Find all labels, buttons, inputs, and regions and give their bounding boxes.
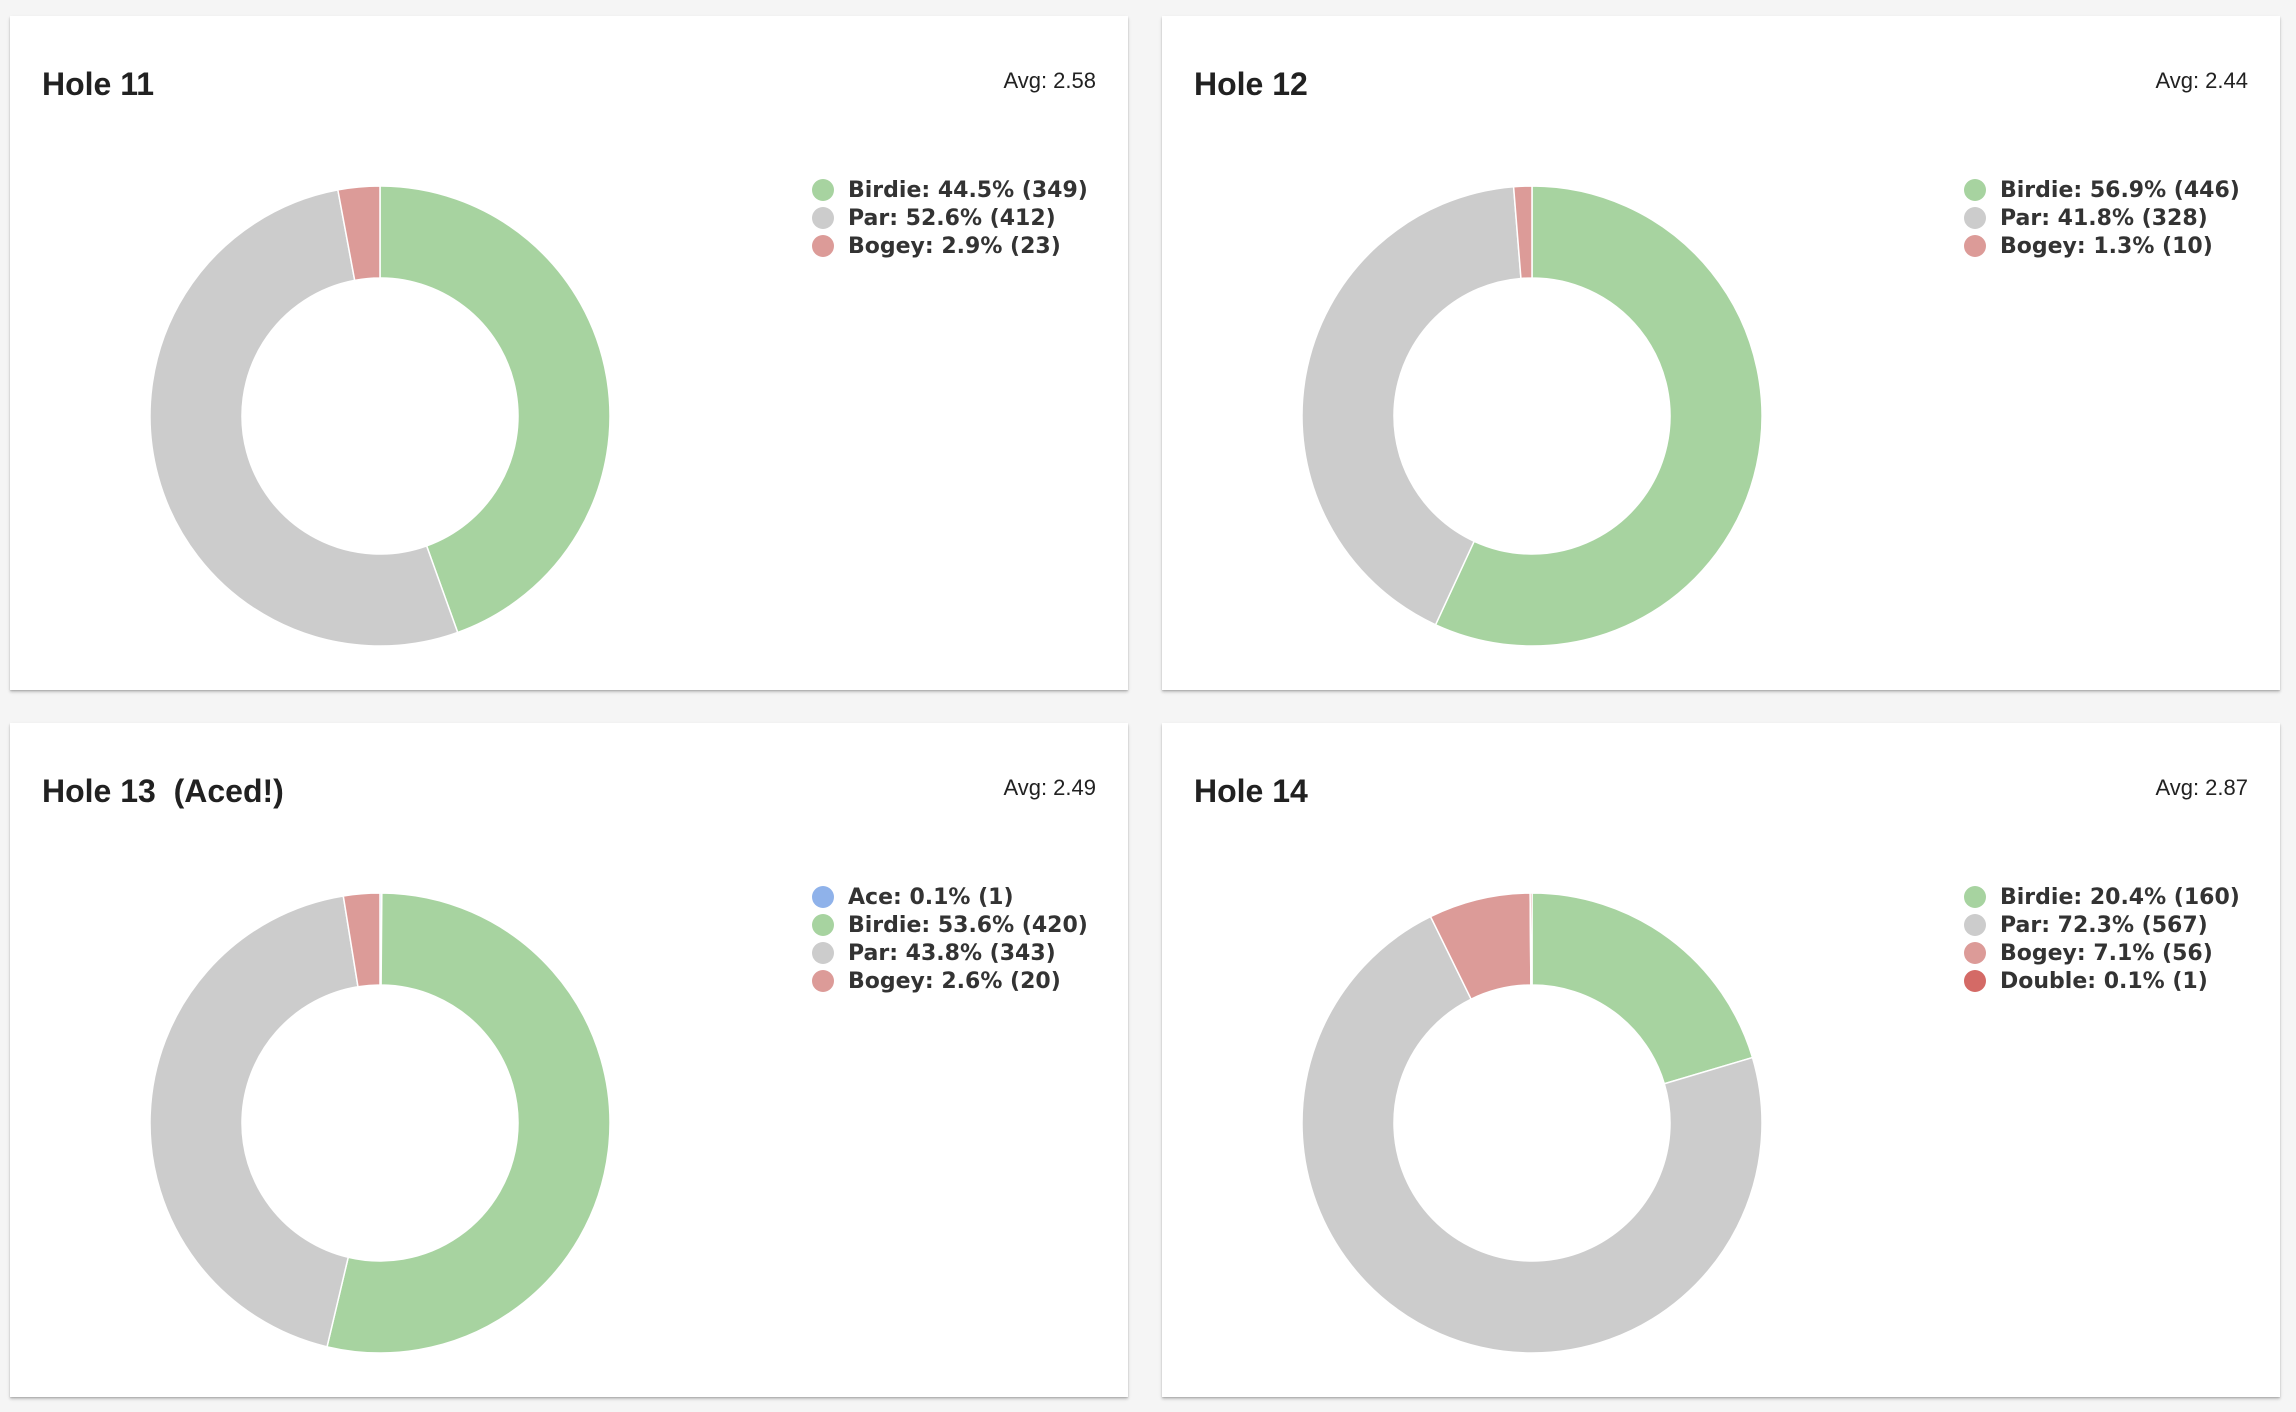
legend-swatch (1964, 970, 1986, 992)
legend-label: Par: 43.8% (343) (848, 940, 1056, 966)
donut-slice-par (1301, 915, 1763, 1354)
legend-item-double: Double: 0.1% (1) (1964, 967, 2240, 995)
donut-chart (149, 185, 611, 647)
donut-slice-birdie (1434, 185, 1763, 647)
donut-slice-par (149, 895, 359, 1348)
legend-label: Birdie: 53.6% (420) (848, 912, 1088, 938)
chart-legend: Birdie: 20.4% (160) Par: 72.3% (567) Bogey… (1964, 883, 2240, 995)
legend-item-bogey: Bogey: 1.3% (10) (1964, 232, 2240, 260)
legend-label: Birdie: 20.4% (160) (2000, 884, 2240, 910)
legend-label: Par: 52.6% (412) (848, 205, 1056, 231)
donut-slice-birdie (379, 185, 611, 634)
chart-legend: Birdie: 44.5% (349) Par: 52.6% (412) Bogey… (812, 176, 1088, 260)
donut-chart (149, 892, 611, 1354)
donut-slice-birdie (1531, 892, 1754, 1085)
donut-slice-birdie (326, 892, 611, 1354)
legend-item-birdie: Birdie: 20.4% (160) (1964, 883, 2240, 911)
legend-item-par: Par: 43.8% (343) (812, 939, 1088, 967)
legend-swatch (812, 886, 834, 908)
legend-label: Par: 41.8% (328) (2000, 205, 2208, 231)
hole-title: Hole 13 (Aced!) (42, 773, 284, 809)
legend-item-birdie: Birdie: 44.5% (349) (812, 176, 1088, 204)
hole-card: Hole 13 (Aced!) Avg: 2.49 Ace: 0.1% (1) B… (10, 723, 1128, 1397)
legend-swatch (1964, 235, 1986, 257)
legend-item-bogey: Bogey: 7.1% (56) (1964, 939, 2240, 967)
donut-chart (1301, 185, 1763, 647)
donut-slice-double (1529, 892, 1533, 986)
legend-swatch (812, 914, 834, 936)
legend-swatch (1964, 914, 1986, 936)
legend-item-birdie: Birdie: 56.9% (446) (1964, 176, 2240, 204)
legend-swatch (812, 235, 834, 257)
legend-swatch (1964, 942, 1986, 964)
legend-swatch (1964, 207, 1986, 229)
donut-chart (1301, 892, 1763, 1354)
legend-swatch (1964, 886, 1986, 908)
legend-swatch (812, 970, 834, 992)
legend-item-par: Par: 72.3% (567) (1964, 911, 2240, 939)
legend-swatch (812, 942, 834, 964)
chart-legend: Ace: 0.1% (1) Birdie: 53.6% (420) Par: 43.… (812, 883, 1088, 995)
legend-label: Par: 72.3% (567) (2000, 912, 2208, 938)
donut-slice-bogey (1512, 185, 1533, 280)
hole-card: Hole 14 Avg: 2.87 Birdie: 20.4% (160) Par… (1162, 723, 2280, 1397)
legend-item-birdie: Birdie: 53.6% (420) (812, 911, 1088, 939)
legend-label: Bogey: 1.3% (10) (2000, 233, 2213, 259)
legend-label: Bogey: 2.6% (20) (848, 968, 1061, 994)
legend-label: Double: 0.1% (1) (2000, 968, 2208, 994)
hole-card: Hole 12 Avg: 2.44 Birdie: 56.9% (446) Par… (1162, 16, 2280, 690)
hole-average: Avg: 2.87 (2155, 775, 2248, 800)
legend-item-bogey: Bogey: 2.6% (20) (812, 967, 1088, 995)
legend-label: Birdie: 44.5% (349) (848, 177, 1088, 203)
hole-title: Hole 12 (1194, 66, 1308, 102)
legend-label: Bogey: 7.1% (56) (2000, 940, 2213, 966)
legend-item-ace: Ace: 0.1% (1) (812, 883, 1088, 911)
legend-label: Bogey: 2.9% (23) (848, 233, 1061, 259)
donut-slice-bogey (342, 892, 381, 988)
hole-average: Avg: 2.49 (1003, 775, 1096, 800)
donut-slice-par (149, 189, 459, 647)
chart-legend: Birdie: 56.9% (446) Par: 41.8% (328) Bogey… (1964, 176, 2240, 260)
legend-item-bogey: Bogey: 2.9% (23) (812, 232, 1088, 260)
hole-title: Hole 14 (1194, 773, 1308, 809)
legend-item-par: Par: 41.8% (328) (1964, 204, 2240, 232)
donut-slice-bogey (336, 185, 381, 282)
hole-average: Avg: 2.44 (2155, 68, 2248, 93)
legend-swatch (812, 207, 834, 229)
donut-slice-par (1301, 185, 1522, 626)
legend-swatch (1964, 179, 1986, 201)
legend-swatch (812, 179, 834, 201)
legend-item-par: Par: 52.6% (412) (812, 204, 1088, 232)
hole-average: Avg: 2.58 (1003, 68, 1096, 93)
legend-label: Ace: 0.1% (1) (848, 884, 1014, 910)
legend-label: Birdie: 56.9% (446) (2000, 177, 2240, 203)
hole-card: Hole 11 Avg: 2.58 Birdie: 44.5% (349) Par… (10, 16, 1128, 690)
hole-title: Hole 11 (42, 66, 155, 102)
